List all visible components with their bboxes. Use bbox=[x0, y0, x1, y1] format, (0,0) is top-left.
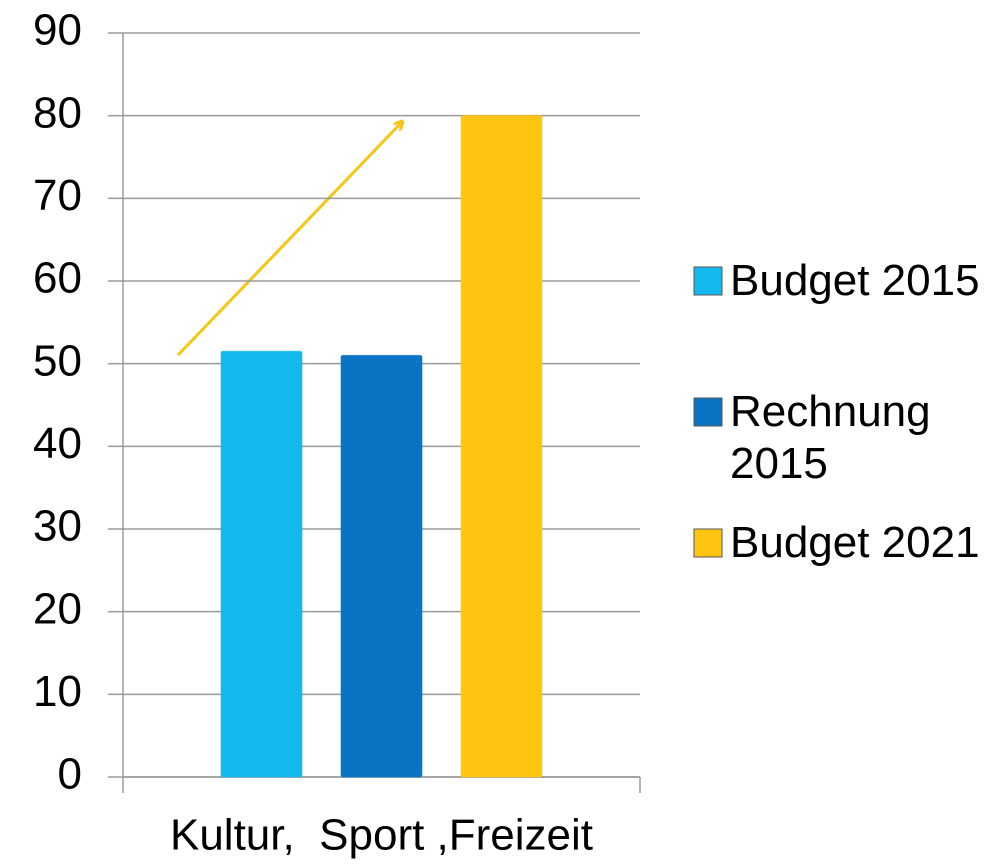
y-tick-label: 80 bbox=[33, 88, 82, 137]
y-tick-label: 30 bbox=[33, 502, 82, 551]
trend-arrow bbox=[176, 122, 402, 357]
bar bbox=[340, 354, 423, 778]
legend-swatch bbox=[693, 397, 723, 427]
legend-label: Budget 2021 bbox=[730, 518, 980, 567]
bar bbox=[460, 115, 543, 778]
x-tick-label: Kultur, Sport ,Freizeit bbox=[170, 811, 593, 860]
legend-label: Rechnung 2015 bbox=[730, 387, 931, 488]
y-tick-label: 0 bbox=[58, 750, 82, 799]
y-tick-label: 60 bbox=[33, 254, 82, 303]
y-tick-label: 20 bbox=[33, 584, 82, 633]
bar bbox=[220, 350, 303, 778]
legend-swatch bbox=[693, 528, 723, 558]
legend-swatch bbox=[693, 266, 723, 296]
y-tick-label: 90 bbox=[33, 6, 82, 55]
y-tick-label: 70 bbox=[33, 171, 82, 220]
y-tick-label: 40 bbox=[33, 419, 82, 468]
y-tick-label: 10 bbox=[33, 667, 82, 716]
y-tick-label: 50 bbox=[33, 336, 82, 385]
legend-label: Budget 2015 bbox=[730, 256, 980, 305]
